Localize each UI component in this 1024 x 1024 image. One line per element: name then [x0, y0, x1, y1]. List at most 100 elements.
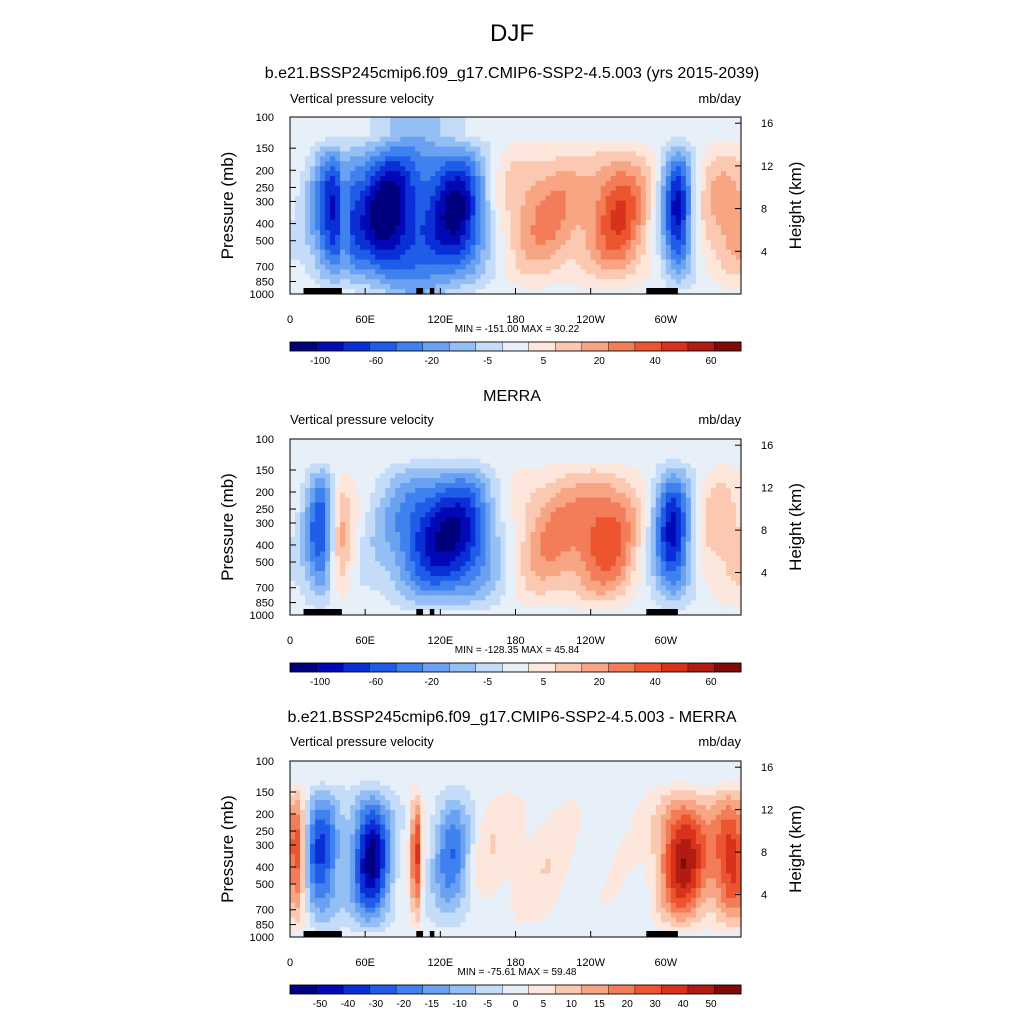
heatmap-cell	[495, 121, 502, 128]
heatmap-cell	[410, 541, 416, 548]
heatmap-cell	[500, 146, 507, 153]
heatmap-cell	[565, 131, 572, 138]
heatmap-cell	[640, 289, 647, 295]
heatmap-cell	[425, 512, 431, 518]
heatmap-cell	[340, 279, 346, 285]
heatmap-cell	[345, 259, 351, 266]
heatmap-cell	[560, 136, 567, 143]
heatmap-cell	[670, 195, 677, 202]
heatmap-cell	[575, 195, 582, 202]
heatmap-cell	[465, 527, 471, 533]
heatmap-cell	[295, 121, 301, 128]
heatmap-cell	[495, 571, 502, 577]
heatmap-cell	[295, 453, 301, 460]
heatmap-cell	[455, 575, 461, 582]
heatmap-cell	[540, 230, 547, 236]
heatmap-cell	[520, 458, 527, 465]
terrain-mask	[416, 288, 424, 294]
heatmap-cell	[310, 220, 316, 226]
heatmap-cell	[520, 210, 527, 216]
heatmap-cell	[490, 571, 497, 577]
heatmap-cell	[660, 190, 667, 197]
heatmap-cell	[355, 215, 361, 221]
heatmap-cell	[400, 517, 406, 523]
heatmap-cell	[350, 220, 356, 226]
heatmap-cell	[525, 117, 532, 123]
heatmap-cell	[610, 161, 617, 167]
heatmap-cell	[615, 279, 622, 285]
heatmap-cell	[640, 259, 647, 266]
heatmap-cell	[520, 166, 527, 172]
heatmap-cell	[625, 269, 632, 275]
heatmap-cell	[555, 190, 562, 197]
heatmap-cell	[335, 478, 341, 484]
heatmap-cell	[515, 595, 522, 601]
heatmap-cell	[605, 141, 612, 148]
heatmap-cell	[470, 478, 477, 484]
heatmap-cell	[335, 190, 341, 197]
heatmap-cell	[520, 220, 527, 226]
heatmap-cell	[295, 126, 301, 133]
heatmap-cell	[685, 239, 692, 246]
heatmap-cell	[635, 210, 642, 216]
heatmap-cell	[700, 215, 707, 221]
heatmap-cell	[360, 605, 366, 611]
heatmap-cell	[650, 239, 657, 246]
heatmap-cell	[545, 239, 552, 246]
heatmap-cell	[450, 492, 456, 499]
heatmap-cell	[485, 161, 492, 167]
heatmap-cell	[350, 146, 356, 153]
heatmap-cell	[670, 166, 677, 172]
heatmap-cell	[340, 556, 346, 562]
heatmap-cell	[635, 249, 642, 256]
heatmap-cell	[350, 536, 356, 543]
heatmap-cell	[350, 463, 356, 469]
heatmap-cell	[475, 439, 482, 445]
heatmap-cell	[330, 487, 336, 494]
heatmap-cell	[580, 259, 587, 266]
heatmap-cell	[450, 580, 456, 587]
heatmap-cell	[310, 225, 316, 231]
heatmap-cell	[460, 561, 466, 567]
heatmap-cell	[495, 507, 502, 513]
terrain-mask	[325, 288, 336, 294]
heatmap-cell	[410, 522, 416, 528]
heatmap-cell	[690, 259, 697, 266]
heatmap-cell	[345, 478, 351, 484]
heatmap-cell	[595, 156, 602, 162]
heatmap-cell	[465, 600, 471, 606]
heatmap-cell	[665, 195, 672, 202]
heatmap-cell	[470, 473, 477, 479]
heatmap-cell	[730, 274, 737, 280]
heatmap-cell	[455, 220, 461, 226]
heatmap-cell	[420, 284, 426, 290]
heatmap-cell	[580, 289, 587, 295]
heatmap-cell	[440, 600, 446, 606]
heatmap-cell	[485, 215, 492, 221]
heatmap-cell	[380, 180, 386, 187]
heatmap-cell	[595, 264, 602, 271]
heatmap-cell	[450, 502, 456, 509]
heatmap-cell	[410, 195, 416, 202]
heatmap-cell	[375, 502, 381, 509]
heatmap-cell	[340, 117, 346, 123]
heatmap-cell	[670, 249, 677, 256]
heatmap-cell	[465, 522, 471, 528]
heatmap-cell	[735, 244, 742, 251]
heatmap-cell	[470, 210, 477, 216]
heatmap-cell	[680, 205, 687, 212]
heatmap-cell	[650, 210, 657, 216]
heatmap-cell	[725, 210, 732, 216]
heatmap-cell	[410, 264, 416, 271]
heatmap-cell	[475, 185, 482, 192]
heatmap-cell	[325, 566, 331, 572]
heatmap-cell	[495, 269, 502, 275]
heatmap-cell	[570, 190, 577, 197]
heatmap-cell	[440, 551, 446, 557]
heatmap-cell	[460, 483, 466, 489]
heatmap-cell	[670, 220, 677, 226]
heatmap-cell	[360, 595, 366, 601]
heatmap-cell	[695, 274, 702, 280]
heatmap-cell	[500, 546, 507, 553]
heatmap-cell	[630, 254, 637, 261]
